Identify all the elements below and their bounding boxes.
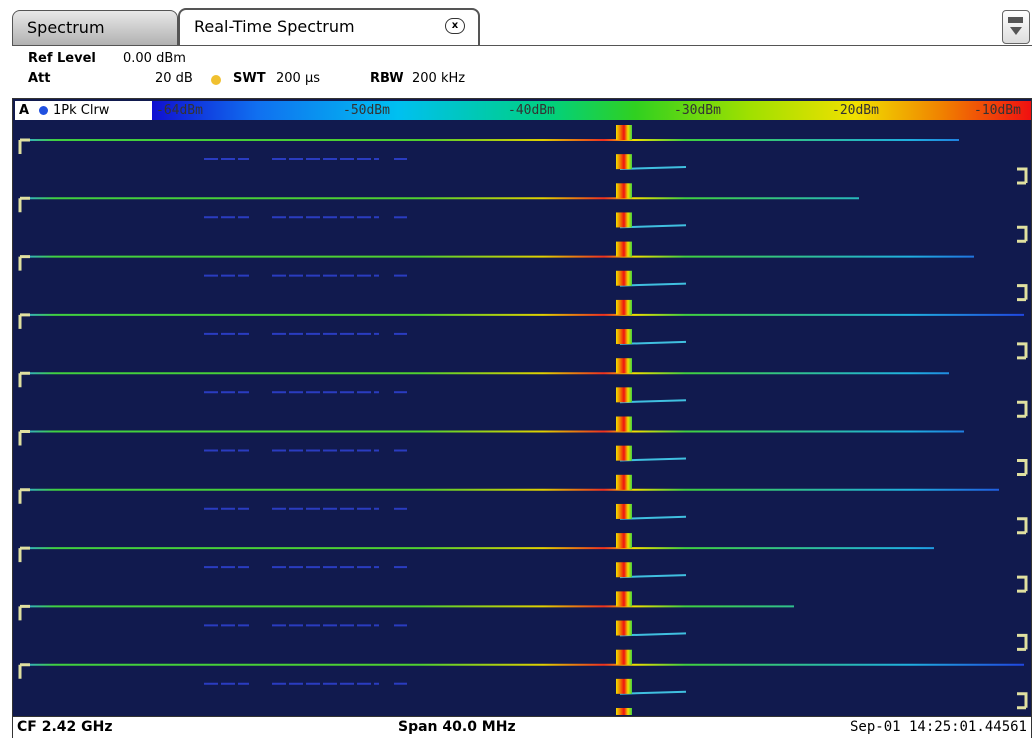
right-bracket (1017, 342, 1028, 360)
carrier-burst (616, 270, 632, 286)
att-value: 20 dB (155, 71, 193, 86)
left-bracket (18, 546, 30, 563)
scale-label: -30dBm (674, 103, 721, 118)
scale-label: -50dBm (343, 103, 390, 118)
right-bracket (1017, 692, 1028, 710)
carrier-burst (616, 562, 632, 578)
scale-label: -40dBm (508, 103, 555, 118)
left-bracket (18, 313, 30, 329)
carrier-burst (616, 649, 632, 665)
left-bracket (18, 196, 30, 213)
ref-level-value: 0.00 dBm (123, 51, 186, 66)
right-bracket (1017, 633, 1028, 651)
swt-value: 200 µs (276, 71, 320, 86)
spectrogram (18, 125, 1028, 715)
left-bracket (18, 488, 30, 504)
left-bracket (18, 430, 30, 446)
icon-bar (1008, 17, 1023, 23)
right-bracket (1017, 575, 1028, 593)
carrier-burst (616, 299, 632, 315)
ref-level-label: Ref Level (28, 51, 96, 66)
tab-spectrum[interactable]: Spectrum (12, 10, 178, 46)
menu-icon[interactable] (1002, 10, 1030, 44)
scale-label: -10dBm (974, 103, 1021, 118)
left-bracket (18, 255, 30, 271)
carrier-burst (616, 212, 632, 228)
carrier-burst (616, 125, 632, 140)
right-bracket (1017, 167, 1028, 185)
carrier-burst (616, 358, 632, 374)
icon-arrow (1010, 27, 1022, 35)
carrier-burst (616, 591, 632, 607)
right-bracket (1017, 400, 1028, 418)
center-frequency: CF 2.42 GHz (17, 719, 113, 735)
right-bracket (1017, 284, 1028, 302)
tab-real-time-spectrum[interactable]: Real-Time Spectrum (178, 8, 480, 46)
carrier-burst (616, 474, 632, 490)
trace-info: A 1Pk Clrw (15, 101, 152, 120)
scale-label: -20dBm (832, 103, 879, 118)
carrier-burst (616, 445, 632, 461)
carrier-burst (616, 678, 632, 694)
color-scale-bar (152, 101, 1031, 120)
left-bracket (18, 663, 30, 679)
span: Span 40.0 MHz (398, 719, 516, 735)
right-bracket (1017, 459, 1028, 476)
carrier-burst (616, 416, 632, 432)
trace-dot (39, 106, 48, 115)
status-footer: CF 2.42 GHz Span 40.0 MHz Sep-01 14:25:0… (13, 716, 1031, 738)
close-tab-icon[interactable]: x (445, 18, 465, 34)
rbw-label: RBW (370, 71, 404, 86)
right-bracket (1017, 517, 1028, 535)
right-bracket (1017, 225, 1028, 243)
carrier-burst (616, 241, 632, 257)
trace-mode: 1Pk Clrw (53, 103, 110, 118)
timestamp: Sep-01 14:25:01.44561 (849, 719, 1027, 735)
carrier-burst (616, 329, 632, 345)
tab-baseline (12, 45, 1032, 46)
carrier-burst (616, 503, 632, 519)
carrier-burst (616, 387, 632, 403)
rbw-value: 200 kHz (412, 71, 466, 86)
status-dot (211, 75, 221, 85)
trace-id: A (19, 103, 30, 118)
carrier-burst (616, 154, 632, 170)
display-frame (12, 98, 1032, 738)
swt-label: SWT (233, 71, 266, 86)
carrier-burst (616, 533, 632, 549)
att-label: Att (28, 71, 51, 86)
carrier-burst (616, 183, 632, 199)
carrier-burst (616, 620, 632, 636)
left-bracket (18, 371, 30, 388)
left-bracket (18, 138, 30, 154)
carrier-burst (616, 708, 632, 715)
scale-label: -64dBm (156, 103, 203, 118)
left-bracket (18, 604, 30, 621)
